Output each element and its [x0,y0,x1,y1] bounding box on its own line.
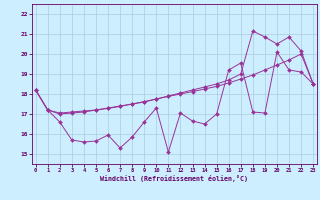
X-axis label: Windchill (Refroidissement éolien,°C): Windchill (Refroidissement éolien,°C) [100,175,248,182]
